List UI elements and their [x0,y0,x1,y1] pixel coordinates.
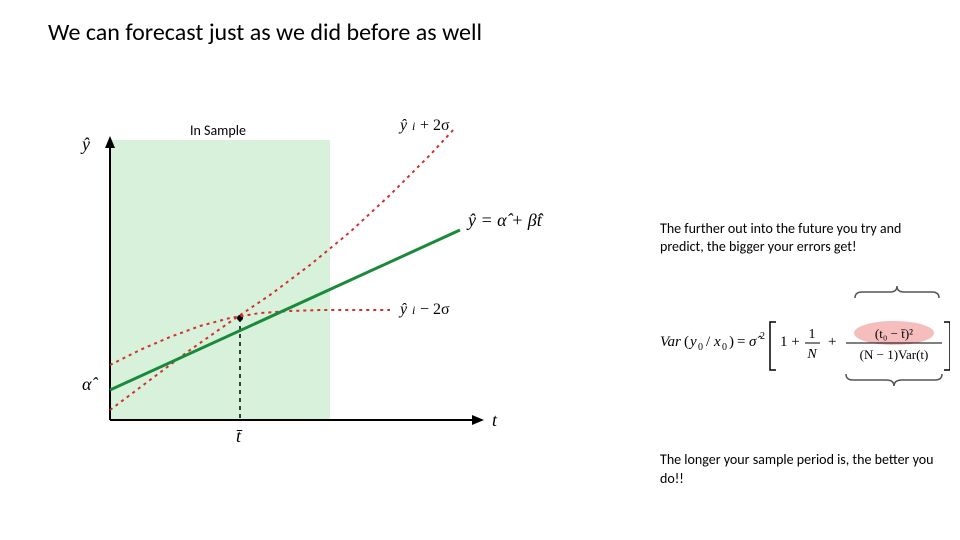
variance-formula: Var(y0/x0)=σ̂21 +1N+(t₀ − t̄)²(N − 1)Var… [660,286,940,411]
svg-text:In Sample: In Sample [190,122,246,139]
svg-text:α̂: α̂ [82,374,98,394]
svg-text:i: i [412,303,415,317]
svg-text:− 2σ: − 2σ [420,301,450,318]
svg-text:y: y [688,334,697,350]
svg-text:i: i [412,119,415,133]
right-column: The further out into the future you try … [660,220,940,488]
svg-text:x: x [713,334,721,350]
formula-svg: Var(y0/x0)=σ̂21 +1N+(t₀ − t̄)²(N − 1)Var… [660,286,950,406]
svg-text:ŷ = α̂ + β̂t: ŷ = α̂ + β̂t [466,210,544,230]
svg-text:(: ( [684,334,689,350]
svg-text:1: 1 [809,327,816,342]
chart-svg: In Sample ŷ α̂ t t̄ ŷ i + 2σ ŷ = α̂ + β̂t ŷ i… [60,100,560,470]
svg-text:1 +: 1 + [780,334,800,350]
svg-text:): ) [729,334,734,350]
svg-text:2: 2 [760,331,765,342]
svg-text:=: = [737,334,745,350]
svg-text:N: N [806,347,817,362]
svg-text:Var: Var [660,334,681,350]
caption-bottom: The longer your sample period is, the be… [660,451,940,487]
svg-text:ŷ: ŷ [398,117,408,134]
svg-text:(t₀ − t̄)²: (t₀ − t̄)² [875,326,913,341]
svg-text:/: / [706,334,711,350]
svg-text:ŷ: ŷ [398,301,408,318]
caption-top: The further out into the future you try … [660,220,940,256]
svg-text:0: 0 [722,342,727,353]
svg-text:+: + [828,334,836,350]
forecast-chart: In Sample ŷ α̂ t t̄ ŷ i + 2σ ŷ = α̂ + β̂t ŷ i… [60,100,560,470]
svg-text:0: 0 [698,342,703,353]
svg-text:(N − 1)Var(t): (N − 1)Var(t) [860,347,929,362]
svg-text:ŷ: ŷ [80,134,90,154]
svg-text:t: t [492,410,498,430]
page-title: We can forecast just as we did before as… [48,18,482,47]
svg-text:t̄: t̄ [236,426,243,446]
svg-text:+ 2σ: + 2σ [420,117,450,134]
